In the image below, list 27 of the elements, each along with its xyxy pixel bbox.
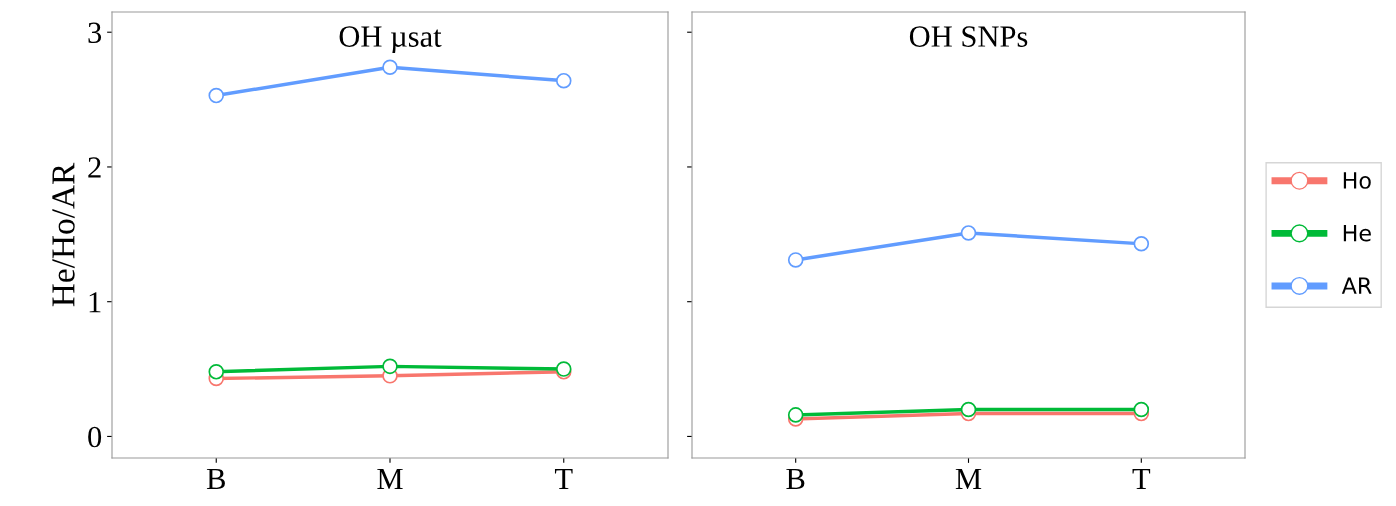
y-axis-title: He/Ho/AR [52, 162, 75, 307]
x-tick-label: B [786, 468, 805, 490]
point [960, 401, 977, 418]
x-tick-label: M [955, 468, 982, 489]
x-tick-label: M [377, 468, 403, 489]
point [382, 358, 398, 375]
x-tick-label: T [1132, 468, 1151, 489]
point [208, 363, 225, 380]
point [382, 59, 398, 76]
y-tick-label: 0 [88, 426, 102, 448]
legend-label: Ho [1343, 172, 1371, 189]
legend-label: AR [1341, 277, 1372, 294]
point [960, 225, 977, 241]
x-tick-label: B [206, 468, 225, 490]
chart-title: OH µsat [339, 26, 442, 54]
chart-title: OH SNPs [909, 26, 1028, 47]
point [1133, 235, 1150, 252]
point [208, 87, 225, 104]
y-tick-label: 2 [88, 157, 101, 178]
x-tick-label: T [554, 468, 573, 489]
y-tick-label: 1 [89, 292, 101, 313]
point [1133, 401, 1150, 418]
y-tick-label: 3 [88, 22, 102, 44]
point [555, 72, 572, 89]
legend-label: He [1343, 224, 1371, 242]
point [787, 407, 804, 423]
point [787, 252, 804, 268]
